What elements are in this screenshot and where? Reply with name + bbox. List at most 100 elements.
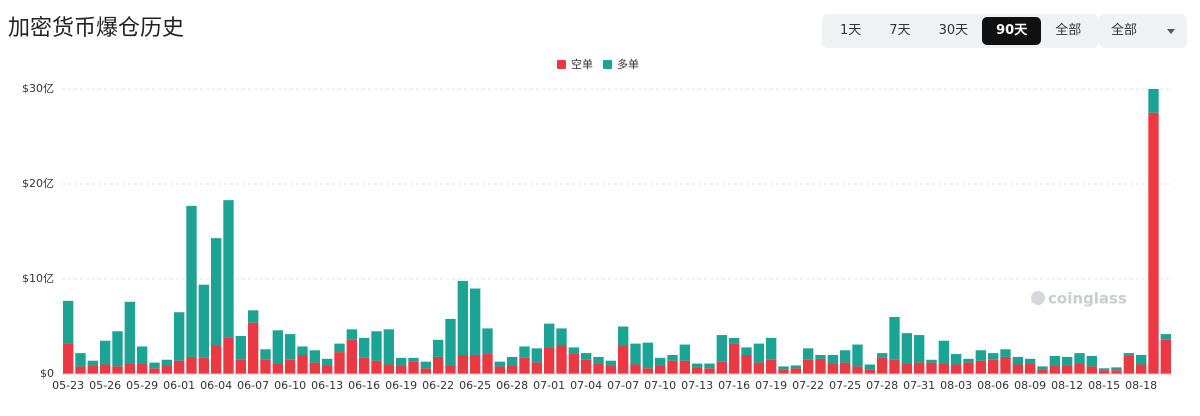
x-tick-label: 07-10 [644,379,676,392]
bar-segment [1111,367,1122,371]
x-tick-label: 07-19 [755,379,787,392]
bar-segment [321,365,333,374]
range-button[interactable]: 90天 [982,17,1042,45]
bar-segment [716,335,728,362]
bar-segment [346,329,358,340]
bar-segment [605,365,617,374]
bar-segment [210,238,222,346]
bar-segment [112,366,123,374]
x-tick-label: 07-13 [681,379,713,392]
x-tick-label: 06-07 [237,379,269,392]
bar-segment [247,322,259,374]
bar-segment [741,347,752,355]
bar-segment [543,323,555,348]
bar-segment [494,361,506,367]
bar-segment [124,301,136,364]
bar-segment [790,368,802,374]
bar-segment [445,365,456,374]
y-tick-label: $30亿 [22,82,54,95]
x-tick-label: 06-19 [385,379,417,392]
x-tick-label: 08-09 [1014,379,1046,392]
bar-segment [136,346,148,364]
bar-segment [617,326,629,346]
y-tick-label: $20亿 [22,177,54,190]
bar-segment [728,343,740,374]
range-button[interactable]: 7天 [889,23,911,38]
bar-segment [1074,363,1085,374]
x-tick-label: 06-10 [274,379,306,392]
x-tick-label: 08-06 [977,379,1009,392]
bar-segment [1148,89,1159,113]
bar-segment [901,363,913,374]
bar-segment [642,368,654,374]
bar-segment [334,343,345,353]
bar-segment [876,357,888,374]
bar-segment [1123,355,1135,374]
bar-segment [1012,356,1024,365]
bar-segment [753,362,765,374]
range-button[interactable]: 30天 [938,23,969,38]
bar-segment [346,339,358,374]
bar-segment [1135,364,1147,374]
range-button[interactable]: 1天 [840,23,862,38]
bar-segment [987,353,999,360]
bar-segment [630,343,641,365]
y-tick-label: $0 [40,367,54,380]
x-tick-label: 08-15 [1088,379,1120,392]
bar-segment [1098,370,1110,374]
bar-segment [704,363,715,369]
bar-segment [235,336,247,360]
watermark-logo [1031,291,1045,305]
bar-segment [506,356,518,366]
bar-segment [778,366,789,370]
bar-segment [309,350,321,363]
bar-segment [987,359,999,374]
bar-segment [1074,353,1085,364]
bar-segment [741,355,752,374]
bar-segment [815,355,826,359]
bar-segment [667,355,678,361]
bar-segment [99,340,111,365]
range-button[interactable]: 全部 [1055,23,1082,38]
bar-segment [173,312,185,361]
bar-segment [679,344,691,361]
bar-segment [420,361,432,369]
legend-swatch [557,60,566,69]
bar-segment [75,353,86,367]
bar-segment [531,362,543,374]
bar-segment [975,350,987,361]
bar-segment [223,337,234,374]
x-tick-label: 07-28 [866,379,898,392]
bar-segment [889,359,900,374]
bar-segment [173,360,185,374]
bar-segment [852,344,863,367]
page-title: 加密货币爆仓历史 [8,16,185,41]
bar-segment [149,362,160,369]
x-tick-label: 07-22 [792,379,824,392]
bar-segment [691,367,703,374]
bar-segment [938,340,950,364]
coin-dropdown[interactable]: 全部 [1099,14,1187,48]
bar-segment [913,362,925,374]
watermark: coinglass [1048,290,1127,308]
bar-segment [383,329,395,365]
legend-swatch [603,60,612,69]
bar-segment [1086,355,1098,367]
bar-segment [272,330,284,364]
bar-segment [864,369,876,374]
bar-segment [630,364,641,374]
x-tick-label: 07-31 [903,379,935,392]
x-tick-label: 06-22 [422,379,454,392]
bar-segment [864,364,876,370]
bar-segment [765,359,777,374]
bar-segment [950,354,962,365]
bar-segment [963,362,974,374]
bar-segment [432,339,444,357]
bar-segment [926,359,937,363]
bar-segment [161,359,173,366]
bar-segment [383,364,395,374]
bar-segment [334,352,345,374]
bar-segment [445,318,456,366]
bar-segment [753,343,765,363]
bar-segment [926,362,937,374]
